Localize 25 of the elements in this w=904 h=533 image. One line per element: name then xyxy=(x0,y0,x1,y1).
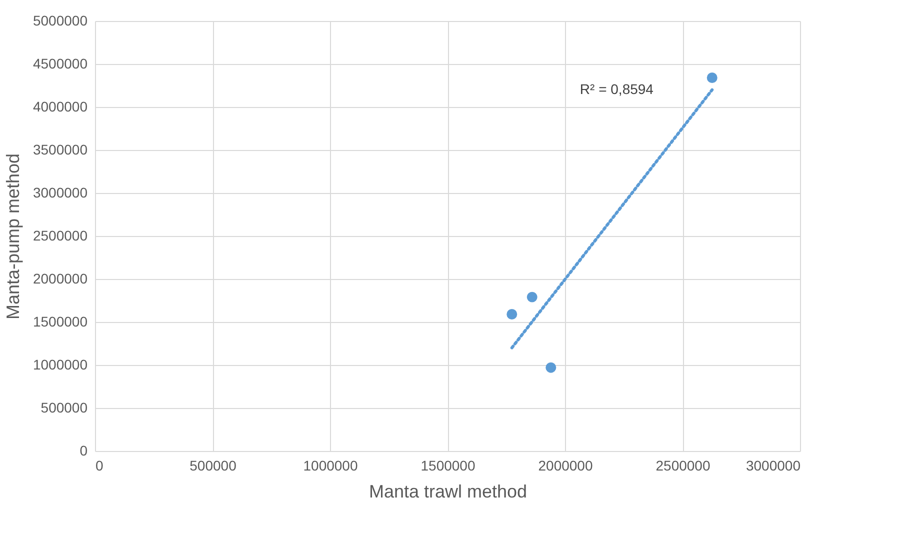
x-axis-title: Manta trawl method xyxy=(368,482,528,502)
y-tick-label: 4500000 xyxy=(32,56,88,72)
y-tick-label: 0 xyxy=(80,442,88,458)
y-tick-label: 3000000 xyxy=(32,184,88,200)
x-tick-label: 2000000 xyxy=(538,458,593,474)
x-tick-label: 0 xyxy=(96,458,104,474)
y-tick-label: 4000000 xyxy=(32,98,88,114)
x-tick-label: 1500000 xyxy=(420,458,476,474)
y-tick-label: 3500000 xyxy=(32,142,88,158)
y-tick-label: 2000000 xyxy=(32,270,88,286)
y-tick-label: 5000000 xyxy=(32,12,88,28)
annotation: R² = 0,8594 xyxy=(580,80,654,97)
x-tick-label: 500000 xyxy=(190,458,237,474)
point xyxy=(506,309,518,320)
x-tick-label: 3000000 xyxy=(746,458,801,474)
point xyxy=(546,362,556,373)
y-tick-label: 1000000 xyxy=(32,356,88,372)
x-tick-label: 1000000 xyxy=(303,458,358,474)
y-tick-label: 500000 xyxy=(40,400,88,416)
y-axis-title: Manta-pump method xyxy=(2,153,23,320)
x-tick-label: 2500000 xyxy=(656,458,710,474)
y-tick-label: 1500000 xyxy=(32,314,88,330)
point xyxy=(706,72,718,83)
y-tick-label: 2500000 xyxy=(32,228,88,244)
point xyxy=(526,292,538,302)
